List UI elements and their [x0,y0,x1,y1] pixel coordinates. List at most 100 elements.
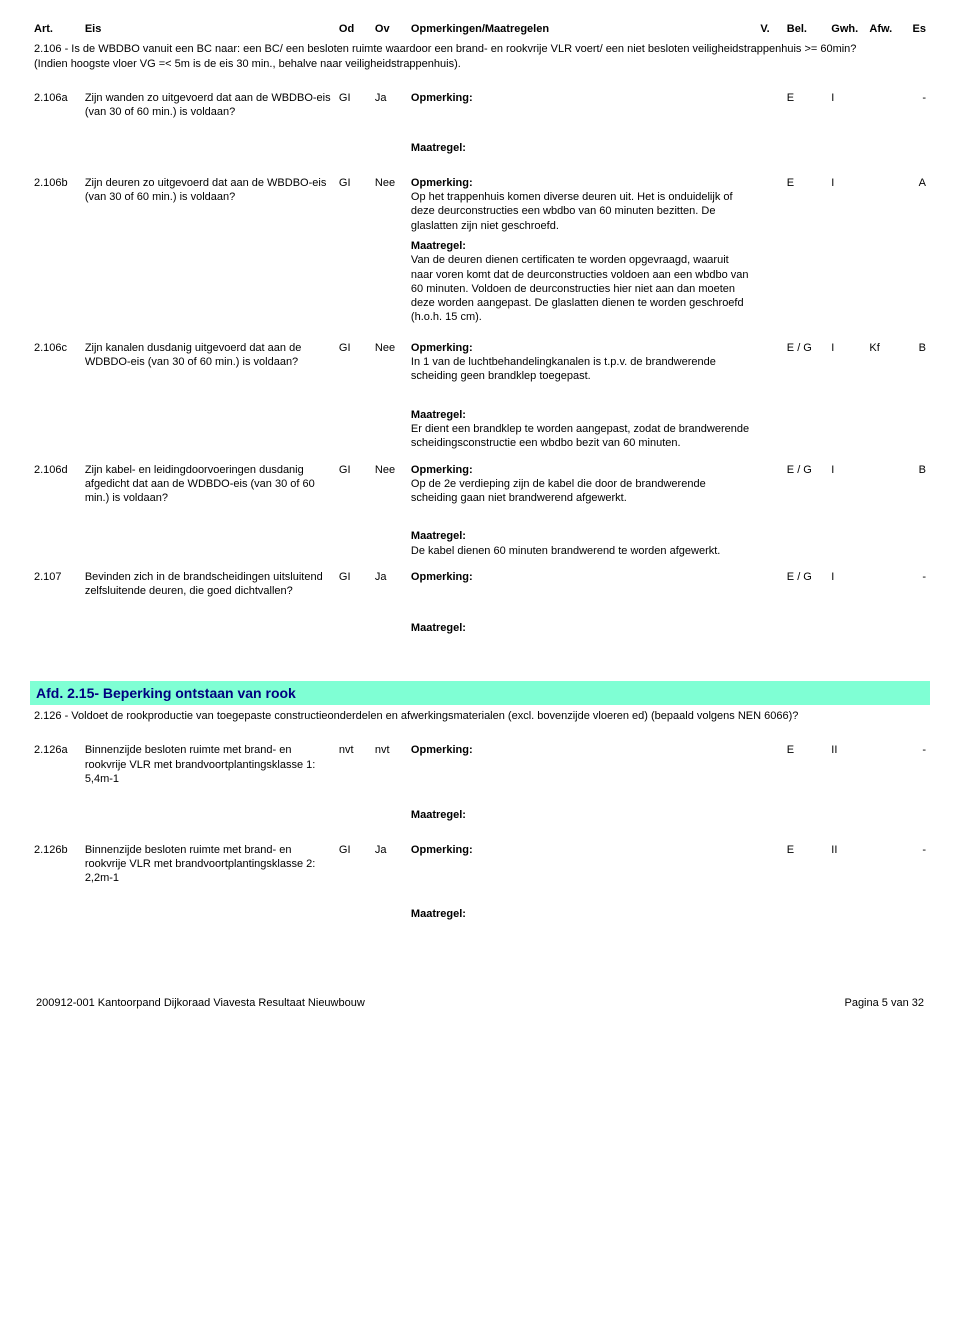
section-2-15-intro: 2.126 - Voldoet de rookproductie van toe… [30,705,930,733]
opm-label: Opmerking: [411,744,473,756]
maatregel-label: Maatregel: [407,605,756,645]
ov: Nee [371,166,407,331]
hdr-eis: Eis [81,20,335,38]
maatregel-label: Maatregel: [407,792,756,832]
row-2-106b: 2.106b Zijn deuren zo uitgevoerd dat aan… [30,166,930,331]
ov: Nee [371,331,407,390]
section-2-106-intro: 2.106 - Is de WBDBO vanuit een BC naar: … [30,38,930,81]
ov: nvt [371,733,407,792]
maatregel-text: De kabel dienen 60 minuten brandwerend t… [411,544,752,558]
section-2-15-title: Afd. 2.15- Beperking ontstaan van rook [30,681,930,705]
eis: Binnenzijde besloten ruimte met brand- e… [81,733,335,792]
art: 2.126a [30,733,81,792]
opm-text: In 1 van de luchtbehandelingkanalen is t… [411,355,752,384]
afw [865,453,903,512]
maatregel-label: Maatregel: [407,891,756,931]
row-2-106d: 2.106d Zijn kabel- en leidingdoorvoering… [30,453,930,512]
afw [865,166,903,331]
od: GI [335,331,371,390]
maatregel-text: Van de deuren dienen certificaten te wor… [411,253,752,324]
opm-text: Op de 2e verdieping zijn de kabel die do… [411,477,752,506]
bel: E [783,733,827,792]
od: GI [335,833,371,892]
hdr-opm: Opmerkingen/Maatregelen [407,20,756,38]
art: 2.106c [30,331,81,390]
row-2-126b: 2.126b Binnenzijde besloten ruimte met b… [30,833,930,892]
row-2-126a: 2.126a Binnenzijde besloten ruimte met b… [30,733,930,792]
bel: E / G [783,560,827,605]
gwh: I [827,453,865,512]
eis: Zijn kabel- en leidingdoorvoeringen dusd… [81,453,335,512]
gwh: I [827,331,865,390]
ov: Nee [371,453,407,512]
ov: Ja [371,833,407,892]
es: - [903,833,930,892]
gwh: I [827,81,865,126]
od: nvt [335,733,371,792]
gwh: I [827,166,865,331]
maatregel-label: Maatregel: [411,529,752,543]
opm-label: Opmerking: [411,177,473,189]
maatregel-label: Maatregel: [411,239,752,253]
header-row: Art. Eis Od Ov Opmerkingen/Maatregelen V… [30,20,930,38]
eis: Bevinden zich in de brandscheidingen uit… [81,560,335,605]
art: 2.106b [30,166,81,331]
hdr-gwh: Gwh. [827,20,865,38]
footer-left: 200912-001 Kantoorpand Dijkoraad Viavest… [32,994,742,1012]
afw [865,733,903,792]
od: GI [335,166,371,331]
eis: Zijn deuren zo uitgevoerd dat aan de WBD… [81,166,335,331]
afw [865,833,903,892]
hdr-art: Art. [30,20,81,38]
ov: Ja [371,81,407,126]
afw [865,81,903,126]
opm-label: Opmerking: [411,92,473,104]
bel: E [783,81,827,126]
afw: Kf [865,331,903,390]
row-2-106c: 2.106c Zijn kanalen dusdanig uitgevoerd … [30,331,930,390]
opm-label: Opmerking: [411,464,473,476]
hdr-ov: Ov [371,20,407,38]
es: A [903,166,930,331]
gwh: II [827,733,865,792]
gwh: II [827,833,865,892]
row-2-107: 2.107 Bevinden zich in de brandscheiding… [30,560,930,605]
hdr-v: V. [756,20,782,38]
art: 2.107 [30,560,81,605]
maatregel-label: Maatregel: [407,125,756,165]
es: B [903,331,930,390]
gwh: I [827,560,865,605]
opm-label: Opmerking: [411,571,473,583]
bel: E / G [783,453,827,512]
hdr-es: Es [903,20,930,38]
footer: 200912-001 Kantoorpand Dijkoraad Viavest… [30,992,930,1014]
art: 2.126b [30,833,81,892]
eis: Binnenzijde besloten ruimte met brand- e… [81,833,335,892]
opm-label: Opmerking: [411,844,473,856]
es: - [903,560,930,605]
footer-right: Pagina 5 van 32 [744,994,928,1012]
maatregel-text: Er dient een brandklep te worden aangepa… [411,422,752,451]
hdr-afw: Afw. [865,20,903,38]
bel: E / G [783,331,827,390]
bel: E [783,166,827,331]
od: GI [335,560,371,605]
eis: Zijn kanalen dusdanig uitgevoerd dat aan… [81,331,335,390]
bel: E [783,833,827,892]
ov: Ja [371,560,407,605]
maatregel-label: Maatregel: [411,408,752,422]
row-2-106a: 2.106a Zijn wanden zo uitgevoerd dat aan… [30,81,930,126]
art: 2.106a [30,81,81,126]
es: B [903,453,930,512]
hdr-od: Od [335,20,371,38]
doc-table: Art. Eis Od Ov Opmerkingen/Maatregelen V… [30,20,930,932]
opm-label: Opmerking: [411,342,473,354]
es: - [903,81,930,126]
od: GI [335,453,371,512]
hdr-bel: Bel. [783,20,827,38]
eis: Zijn wanden zo uitgevoerd dat aan de WBD… [81,81,335,126]
art: 2.106d [30,453,81,512]
es: - [903,733,930,792]
opm-text: Op het trappenhuis komen diverse deuren … [411,190,752,233]
od: GI [335,81,371,126]
